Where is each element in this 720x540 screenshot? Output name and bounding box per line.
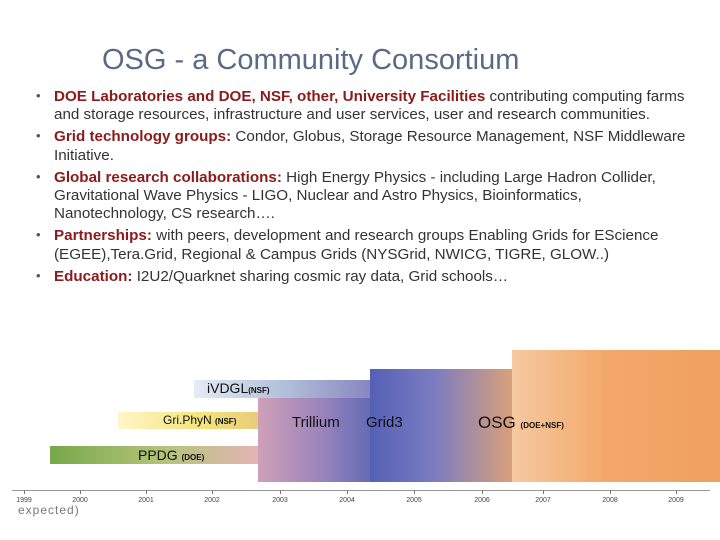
- year-tick: [280, 490, 281, 494]
- year-tick: [24, 490, 25, 494]
- ppdg-sponsor: (DOE): [181, 453, 205, 462]
- bullet-item-research-collaborations: Global research collaborations: High Ene…: [36, 168, 696, 224]
- bullet-item-partnerships: Partnerships: with peers, development an…: [36, 226, 696, 263]
- year-label: 2003: [272, 497, 288, 504]
- year-tick: [80, 490, 81, 494]
- year-tick: [414, 490, 415, 494]
- bullet-heading: Grid technology groups:: [54, 128, 232, 146]
- bullet-item-grid-technology: Grid technology groups: Condor, Globus, …: [36, 127, 696, 164]
- year-label: 2002: [204, 497, 220, 504]
- ppdg-label: PPDG (DOE): [138, 447, 204, 463]
- year-tick: [610, 490, 611, 494]
- bullet-heading: Education:: [54, 267, 133, 285]
- bullet-heading: Partnerships:: [54, 227, 152, 245]
- ivdgl-name: iVDGL: [207, 380, 249, 396]
- bullet-list: DOE Laboratories and DOE, NSF, other, Un…: [36, 87, 696, 290]
- bullet-text: contributing computing farms and storage…: [54, 88, 685, 124]
- bullet-item-education: Education: I2U2/Quarknet sharing cosmic …: [36, 267, 696, 286]
- year-label: 2008: [602, 497, 618, 504]
- bullet-text: I2U2/Quarknet sharing cosmic ray data, G…: [132, 267, 509, 285]
- year-label: 2006: [474, 497, 490, 504]
- year-tick: [212, 490, 213, 494]
- bullet-text: High Energy Physics - including Large Ha…: [54, 168, 656, 223]
- grid3-label: Grid3: [366, 414, 403, 431]
- bullet-item-facilities: DOE Laboratories and DOE, NSF, other, Un…: [36, 87, 696, 124]
- year-tick: [543, 490, 544, 494]
- year-label: 2004: [339, 497, 355, 504]
- ivdgl-label: iVDGL(NSF): [207, 380, 270, 396]
- year-label: 2009: [668, 497, 684, 504]
- ppdg-bar: [50, 446, 258, 464]
- grid3-bar: [370, 369, 512, 482]
- griphyn-sponsor: (NSF): [215, 417, 237, 426]
- year-tick: [482, 490, 483, 494]
- bullet-text: Condor, Globus, Storage Resource Managem…: [54, 128, 686, 164]
- year-label: 2007: [535, 497, 551, 504]
- ivdgl-sponsor: (NSF): [248, 386, 270, 395]
- year-tick: [146, 490, 147, 494]
- griphyn-label: Gri.PhyN (NSF): [163, 413, 236, 427]
- stray-text: expected): [18, 503, 80, 517]
- ivdgl-bar: [194, 380, 370, 398]
- osg-label: OSG (DOE+NSF): [478, 413, 564, 433]
- osg-name: OSG: [478, 413, 516, 432]
- year-tick: [347, 490, 348, 494]
- bullet-heading: Global research collaborations:: [54, 168, 282, 186]
- year-label: 2000: [72, 497, 88, 504]
- year-label: 2001: [138, 497, 154, 504]
- osg-bar: [512, 350, 720, 482]
- griphyn-name: Gri.PhyN: [163, 413, 212, 427]
- bullet-text: with peers, development and research gro…: [54, 227, 659, 263]
- year-label: 2005: [406, 497, 422, 504]
- griphyn-bar: [118, 412, 258, 429]
- year-tick: [676, 490, 677, 494]
- page-title: OSG - a Community Consortium: [102, 44, 520, 76]
- trillium-label: Trillium: [292, 414, 340, 431]
- timeline-axis: [12, 490, 710, 491]
- osg-sponsor: (DOE+NSF): [520, 421, 564, 430]
- year-label: 1999: [16, 497, 32, 504]
- ppdg-name: PPDG: [138, 447, 178, 463]
- bullet-heading: DOE Laboratories and DOE, NSF, other, Un…: [54, 88, 486, 105]
